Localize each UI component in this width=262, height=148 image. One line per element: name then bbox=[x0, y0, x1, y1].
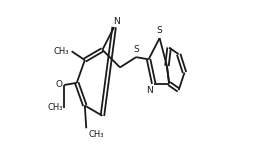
Text: S: S bbox=[157, 26, 162, 35]
Text: N: N bbox=[146, 86, 152, 95]
Text: CH₃: CH₃ bbox=[47, 103, 63, 112]
Text: CH₃: CH₃ bbox=[54, 47, 69, 56]
Text: O: O bbox=[56, 81, 63, 90]
Text: N: N bbox=[113, 17, 120, 26]
Text: CH₃: CH₃ bbox=[88, 130, 103, 139]
Text: S: S bbox=[133, 45, 139, 54]
